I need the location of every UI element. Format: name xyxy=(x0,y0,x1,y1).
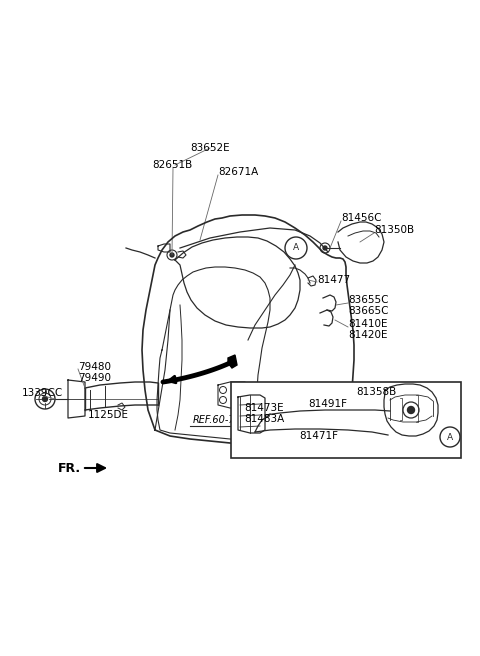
Bar xyxy=(231,382,461,458)
Text: A: A xyxy=(447,432,453,441)
Polygon shape xyxy=(228,355,237,368)
Text: 81491F: 81491F xyxy=(308,399,347,409)
Text: 81471F: 81471F xyxy=(299,431,338,441)
Text: 81350B: 81350B xyxy=(374,225,414,235)
Text: 1339CC: 1339CC xyxy=(22,388,63,398)
Circle shape xyxy=(170,253,174,257)
Circle shape xyxy=(408,407,415,413)
Text: 82671A: 82671A xyxy=(218,167,258,177)
Text: 83652E: 83652E xyxy=(190,143,230,153)
Text: 83665C: 83665C xyxy=(348,306,388,316)
Text: 81358B: 81358B xyxy=(356,387,396,397)
Text: A: A xyxy=(293,243,299,253)
Text: 81477: 81477 xyxy=(317,275,350,285)
Text: 81420E: 81420E xyxy=(348,330,387,340)
Text: 81473E: 81473E xyxy=(244,403,284,413)
Text: 79490: 79490 xyxy=(78,373,111,383)
Text: 83655C: 83655C xyxy=(348,295,388,305)
Circle shape xyxy=(43,396,48,401)
Text: 81410E: 81410E xyxy=(348,319,387,329)
Text: 1125DE: 1125DE xyxy=(88,410,129,420)
Text: 81483A: 81483A xyxy=(244,414,284,424)
Text: FR.: FR. xyxy=(58,462,81,474)
Text: 82651B: 82651B xyxy=(152,160,192,170)
Text: REF.60-770: REF.60-770 xyxy=(193,415,248,425)
Circle shape xyxy=(323,246,327,250)
Text: 79480: 79480 xyxy=(78,362,111,372)
Text: 81456C: 81456C xyxy=(341,213,382,223)
